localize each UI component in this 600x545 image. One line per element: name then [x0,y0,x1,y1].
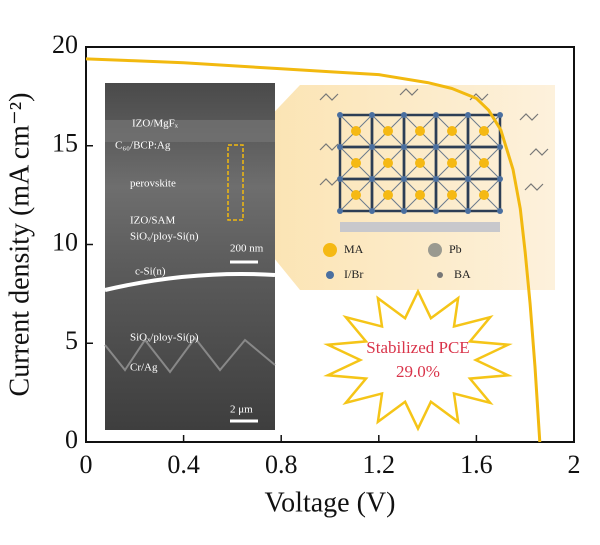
halide-ion [401,208,407,214]
ma-ion [479,190,489,200]
x-tick-label: 1.2 [363,450,396,479]
ma-ion [447,126,457,136]
x-tick-label: 1.6 [460,450,493,479]
halide-ion [369,208,375,214]
ma-ion [351,190,361,200]
halide-ion [369,112,375,118]
ma-ion [447,158,457,168]
legend-label: MA [344,242,364,256]
ma-ion [415,190,425,200]
halide-ion [401,176,407,182]
callout-text: Stabilized PCE [366,338,469,357]
sem-texture [104,336,276,374]
y-tick-label: 5 [65,326,78,355]
sem-layer [105,120,275,142]
insets [104,83,555,430]
halide-ion [401,112,407,118]
inset-label: SiOₓ/ploy-Si(p) [130,332,199,344]
inset-label: 2 μm [230,404,253,416]
ma-ion [351,158,361,168]
x-tick-label: 0.8 [265,450,298,479]
inset-label: IZO/SAM [130,215,175,227]
ma-ion [415,126,425,136]
ba-molecule [319,93,339,101]
halide-ion [369,144,375,150]
ba-molecule [519,113,539,121]
legend-marker [326,271,334,279]
halide-ion [465,208,471,214]
inset-label: 200 nm [230,243,264,255]
x-tick-label: 0.4 [167,450,200,479]
legend-label: BA [454,267,471,281]
starburst [323,288,513,432]
halide-ion [497,144,503,150]
legend-marker [437,272,443,278]
octahedron [466,177,502,213]
ma-ion [383,190,393,200]
halide-ion [497,112,503,118]
y-tick-label: 10 [52,227,78,256]
halide-ion [337,208,343,214]
inset-label: c-Si(n) [135,266,166,278]
y-tick-label: 15 [52,129,78,158]
halide-ion [497,208,503,214]
ma-ion [447,190,457,200]
ma-ion [479,158,489,168]
halide-ion [369,176,375,182]
halide-ion [337,144,343,150]
halide-ion [433,208,439,214]
legend-marker [428,243,442,257]
ba-molecule [524,183,544,191]
inset-label: perovskite [130,178,176,190]
x-tick-label: 2 [568,450,581,479]
sem-interface [104,272,276,292]
legend-marker [323,243,337,257]
halide-ion [337,112,343,118]
inset-label: SiOₓ/ploy-Si(n) [130,231,199,243]
inset-label: IZO/MgFₓ [132,118,179,130]
halide-ion [497,176,503,182]
ma-ion [351,126,361,136]
inset-label: Cr/Ag [130,362,158,374]
halide-ion [465,176,471,182]
halide-ion [401,144,407,150]
y-axis-label: Current density (mA cm⁻²) [4,93,35,397]
ma-ion [479,126,489,136]
ma-ion [415,158,425,168]
legend-label: I/Br [344,267,363,281]
x-axis-label: Voltage (V) [265,487,396,518]
ba-molecule [529,148,549,156]
ma-ion [383,126,393,136]
y-tick-label: 20 [52,30,78,59]
halide-ion [433,176,439,182]
jv-curve [85,57,542,443]
halide-ion [337,176,343,182]
halide-ion [465,112,471,118]
y-tick-label: 0 [65,425,78,454]
ba-molecule [319,143,339,151]
ba-molecule [399,88,419,96]
halide-ion [433,112,439,118]
halide-ion [433,144,439,150]
x-tick-label: 0 [80,450,93,479]
inset-label: C₆₀/BCP:Ag [115,140,171,152]
callout-text: 29.0% [396,362,440,381]
zoom-region [243,85,555,290]
halide-ion [465,144,471,150]
ba-molecule [319,178,339,186]
legend-label: Pb [449,242,462,256]
substrate [340,222,500,232]
ma-ion [383,158,393,168]
zoom-box [227,144,244,221]
